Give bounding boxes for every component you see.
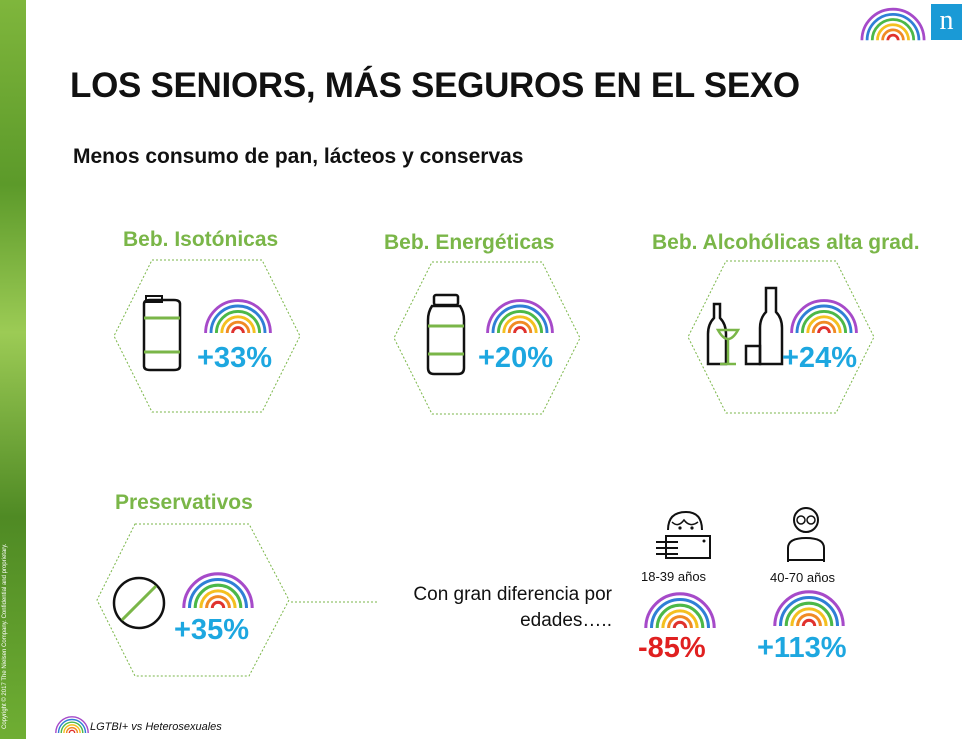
hexagon-frame xyxy=(113,259,301,413)
rainbow-icon xyxy=(182,572,254,610)
note-line-2: edades….. xyxy=(520,610,612,631)
legend-rainbow-icon xyxy=(55,716,89,734)
drink-can-icon xyxy=(142,295,182,372)
value-energeticas: +20% xyxy=(478,342,553,374)
prohibited-icon xyxy=(112,576,166,630)
page-subtitle: Menos consumo de pan, lácteos y conserva… xyxy=(73,145,524,168)
hexagon-frame xyxy=(687,260,875,414)
rainbow-icon xyxy=(486,299,554,335)
rainbow-icon xyxy=(204,299,272,335)
connector-line xyxy=(291,601,379,603)
age-difference-note: Con gran diferencia por edades….. xyxy=(380,582,612,634)
copyright-notice: Copyright © 2017 The Nielsen Company. Co… xyxy=(2,543,8,729)
rainbow-logo-icon xyxy=(860,7,926,42)
value-alcoholicas: +24% xyxy=(782,342,857,374)
category-label-alcoholicas: Beb. Alcohólicas alta grad. xyxy=(652,231,920,254)
young-person-icon xyxy=(656,510,711,559)
note-line-1: Con gran diferencia por xyxy=(413,584,612,605)
brand-logo: n xyxy=(931,4,962,40)
rainbow-icon xyxy=(773,590,845,628)
category-label-isotonicas: Beb. Isotónicas xyxy=(123,228,279,251)
value-young: -85% xyxy=(638,632,706,664)
senior-person-icon xyxy=(787,507,825,562)
decorative-side-strip xyxy=(0,0,26,739)
value-isotonicas: +33% xyxy=(197,342,272,374)
page-title: LOS SENIORS, MÁS SEGUROS EN EL SEXO xyxy=(70,66,800,105)
category-label-energeticas: Beb. Energéticas xyxy=(384,231,555,254)
rainbow-icon xyxy=(644,592,716,630)
hexagon-frame xyxy=(96,523,290,677)
liquor-bottles-icon xyxy=(706,286,784,366)
value-senior: +113% xyxy=(757,632,847,664)
rainbow-icon xyxy=(790,299,858,335)
hexagon-frame xyxy=(393,261,581,415)
age-label-young: 18-39 años xyxy=(641,569,707,584)
legend-text: LGTBI+ vs Heterosexuales xyxy=(90,721,222,733)
age-label-senior: 40-70 años xyxy=(770,570,836,585)
value-preservativos: +35% xyxy=(174,614,249,646)
bottle-icon xyxy=(426,293,466,376)
category-label-preservativos: Preservativos xyxy=(115,491,253,514)
